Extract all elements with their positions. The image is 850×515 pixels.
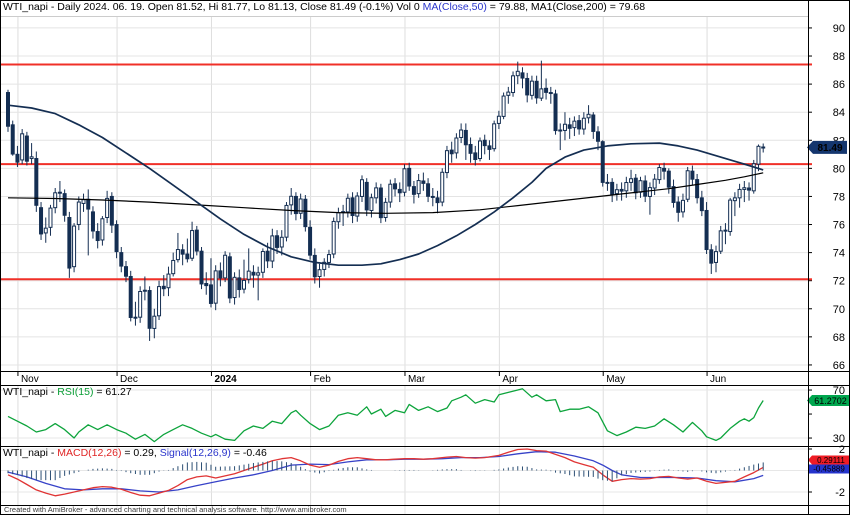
svg-text:81.49: 81.49 [817,143,842,154]
moving-averages [7,104,764,267]
last-price-tag: 81.49 [807,140,847,154]
svg-text:78: 78 [833,191,845,203]
svg-text:Apr: Apr [502,374,518,385]
candles [6,60,766,341]
macd-symbol-text: WTI_napi - [3,447,58,459]
svg-text:0.29111: 0.29111 [817,456,845,465]
svg-text:-0.45889: -0.45889 [813,465,845,474]
rsi-pane-title: WTI_napi - RSI(15) = 61.27 [3,386,132,399]
macd-pane-title: WTI_napi - MACD(12,26) = 0.29, Signal(12… [3,447,267,460]
svg-text:68: 68 [833,332,845,344]
svg-text:70: 70 [833,304,845,316]
ma50-legend: MA(Close,50) [422,1,487,13]
signal-value-tag: -0.45889 [809,464,849,474]
svg-text:2: 2 [839,444,845,456]
svg-text:61.2702: 61.2702 [814,396,847,406]
svg-text:30: 30 [833,433,845,445]
macd-value-tag: 0.29111 [808,455,849,465]
date-axis: Nov Dec 2024 Feb Mar Apr May Jun [17,371,726,385]
price-title-text: WTI_napi - Daily 2024. 06. 19. Open 81.5… [3,1,423,13]
rsi-symbol-text: WTI_napi - [3,386,58,398]
svg-text:90: 90 [833,23,845,35]
macd-value-text: = 0.29, [121,447,160,459]
svg-text:-2: -2 [835,487,845,499]
macd-legend: MACD(12,26) [57,447,122,459]
svg-text:76: 76 [833,220,845,232]
signal-legend: Signal(12,26,9) [159,447,231,459]
price-axis: 90888684828078767472706866 [808,23,845,372]
svg-text:84: 84 [833,107,845,119]
rsi-legend: RSI(15) [57,386,94,398]
svg-text:80: 80 [833,163,845,175]
rsi-axis: 70 30 [808,385,845,445]
macd-histogram [7,460,764,482]
svg-text:Nov: Nov [21,374,39,385]
svg-text:70: 70 [833,385,845,397]
rsi-value-text: = 61.27 [93,386,132,398]
svg-text:2024: 2024 [214,374,237,385]
svg-text:88: 88 [833,51,845,63]
svg-text:86: 86 [833,79,845,91]
svg-text:Feb: Feb [314,374,332,385]
svg-text:Jun: Jun [710,374,726,385]
rsi-value-tag: 61.2702 [807,395,849,407]
signal-value-text: = -0.46 [230,447,267,459]
svg-text:Dec: Dec [120,374,138,385]
svg-text:74: 74 [833,248,845,260]
rsi-pane [0,388,808,443]
footer-credit: Created with AmiBroker - advanced charti… [4,505,347,514]
ma-values-text: = 79.88, MA1(Close,200) = 79.68 [486,1,646,13]
svg-text:May: May [606,374,625,385]
price-pane-title: WTI_napi - Daily 2024. 06. 19. Open 81.5… [3,1,645,14]
svg-text:72: 72 [833,276,845,288]
svg-text:66: 66 [833,360,845,372]
svg-text:Mar: Mar [408,374,426,385]
